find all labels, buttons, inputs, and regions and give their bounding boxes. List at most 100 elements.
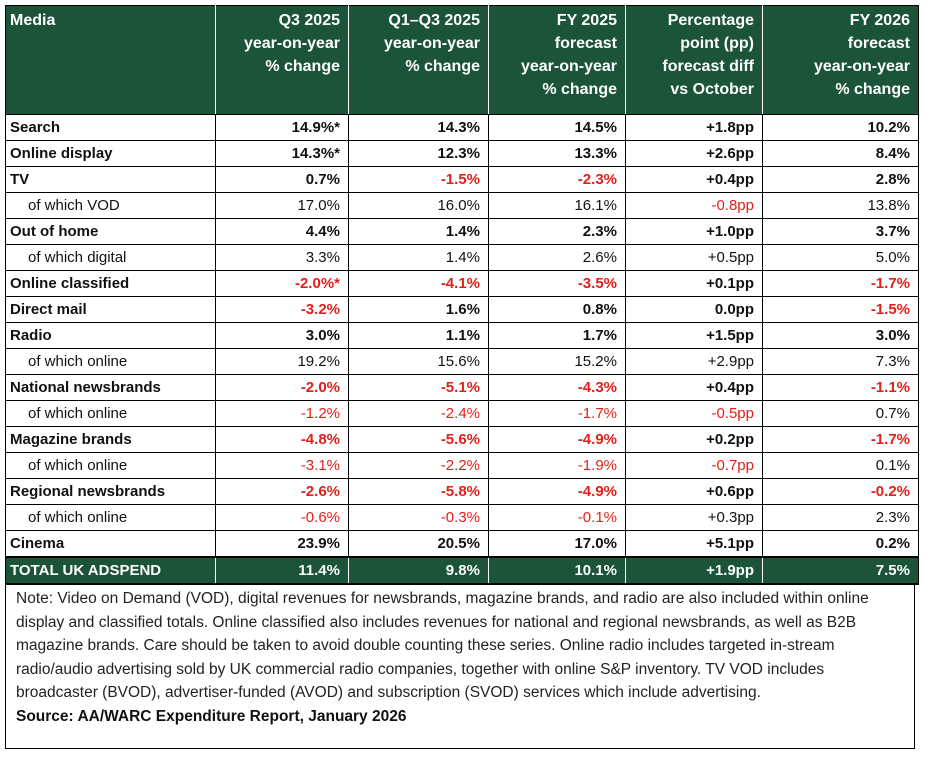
media-label: Magazine brands [5,426,216,453]
value-cell: +0.2pp [625,426,763,453]
value-cell: -2.2% [348,452,489,479]
value-cell: +2.6pp [625,140,763,167]
value-cell: 5.0% [762,244,919,271]
value-cell: 2.3% [488,218,626,245]
value-cell: +0.4pp [625,374,763,401]
adspend-table: Media Q3 2025 year-on-year% change Q1–Q3 20… [5,5,919,585]
value-cell: 15.2% [488,348,626,375]
media-label: of which online [5,504,216,531]
adspend-table-container: Media Q3 2025 year-on-year% change Q1–Q3 20… [5,5,919,749]
value-cell: -2.3% [488,166,626,193]
value-cell: 13.8% [762,192,919,219]
media-label: of which online [5,348,216,375]
column-header-line: year-on-year [813,58,910,75]
value-cell: 0.7% [215,166,349,193]
total-row: TOTAL UK ADSPEND 11.4% 9.8% 10.1% +1.9pp 7.5% [5,556,919,585]
value-cell: -0.2% [762,478,919,505]
value-cell: +0.6pp [625,478,763,505]
value-cell: -1.1% [762,374,919,401]
table-row: Online display 14.3%* 12.3% 13.3% +2.6pp 8.4% [5,140,919,167]
media-label: Radio [5,322,216,349]
value-cell: 1.7% [488,322,626,349]
value-cell: +1.0pp [625,218,763,245]
column-header-line: % change [405,58,480,75]
value-cell: 3.7% [762,218,919,245]
value-cell: -1.9% [488,452,626,479]
value-cell: 1.1% [348,322,489,349]
column-header: Percentage point (pp) forecast diff vs Octo… [625,5,763,115]
value-cell: -1.2% [215,400,349,427]
value-cell: -4.3% [488,374,626,401]
value-cell: 0.8% [488,296,626,323]
value-cell: -3.5% [488,270,626,297]
column-header-line: % change [542,81,617,98]
value-cell: 8.4% [762,140,919,167]
value-cell: 0.0pp [625,296,763,323]
table-row: of which VOD 17.0% 16.0% 16.1% -0.8pp 13.8% [5,192,919,219]
column-header-line: Percentage [667,12,754,29]
table-row: Cinema 23.9% 20.5% 17.0% +5.1pp 0.2% [5,530,919,558]
value-cell: 4.4% [215,218,349,245]
value-cell: -0.7pp [625,452,763,479]
column-header-line: Q3 2025 [278,12,340,29]
table-row: Magazine brands -4.8% -5.6% -4.9% +0.2pp -1.7… [5,426,919,453]
value-cell: -5.8% [348,478,489,505]
table-row: of which online -0.6% -0.3% -0.1% +0.3pp 2.3% [5,504,919,531]
column-header-line: year-on-year [520,58,617,75]
value-cell: 7.5% [762,556,919,585]
value-cell: +0.4pp [625,166,763,193]
column-header-line: % change [265,58,340,75]
media-label: Search [5,114,216,141]
column-header: Q3 2025 year-on-year % change [215,5,349,115]
value-cell: 14.3% [348,114,489,141]
value-cell: +2.9pp [625,348,763,375]
value-cell: -2.0% [215,374,349,401]
column-header-line: FY 2026 [849,12,910,29]
value-cell: +1.9pp [625,556,763,585]
column-header-line: % change [835,81,910,98]
media-label: Direct mail [5,296,216,323]
value-cell: 10.1% [488,556,626,585]
media-label: TV [5,166,216,193]
media-label: Online display [5,140,216,167]
value-cell: -3.1% [215,452,349,479]
value-cell: 16.1% [488,192,626,219]
value-cell: 20.5% [348,530,489,558]
value-cell: -0.3% [348,504,489,531]
value-cell: 14.3%* [215,140,349,167]
value-cell: -0.6% [215,504,349,531]
value-cell: +1.5pp [625,322,763,349]
value-cell: -4.1% [348,270,489,297]
value-cell: 2.6% [488,244,626,271]
value-cell: -1.5% [348,166,489,193]
value-cell: -5.6% [348,426,489,453]
column-header-line: Q1–Q3 2025 [388,12,480,29]
value-cell: +0.5pp [625,244,763,271]
value-cell: 19.2% [215,348,349,375]
value-cell: -1.7% [488,400,626,427]
value-cell: -4.8% [215,426,349,453]
source-text: Source: AA/WARC Expenditure Report, Janu… [16,707,407,725]
value-cell: 3.3% [215,244,349,271]
value-cell: 11.4% [215,556,349,585]
media-label: Regional newsbrands [5,478,216,505]
value-cell: 15.6% [348,348,489,375]
value-cell: +5.1pp [625,530,763,558]
table-row: TV 0.7% -1.5% -2.3% +0.4pp 2.8% [5,166,919,193]
value-cell: -3.2% [215,296,349,323]
column-header-line: vs October [670,81,754,98]
value-cell: -5.1% [348,374,489,401]
value-cell: 1.4% [348,244,489,271]
table-row: Regional newsbrands -2.6% -5.8% -4.9% +0.6pp… [5,478,919,505]
value-cell: -0.5pp [625,400,763,427]
value-cell: 13.3% [488,140,626,167]
media-label: TOTAL UK ADSPEND [5,556,216,585]
value-cell: 17.0% [215,192,349,219]
column-header: Q1–Q3 2025 year-on-year % change [348,5,489,115]
value-cell: 1.6% [348,296,489,323]
value-cell: -2.6% [215,478,349,505]
column-header-line: point (pp) [680,35,754,52]
column-header: FY 2025 forecast year-on-year % change [488,5,626,115]
table-note: Note: Video on Demand (VOD), digital rev… [5,585,915,749]
value-cell: -4.9% [488,478,626,505]
